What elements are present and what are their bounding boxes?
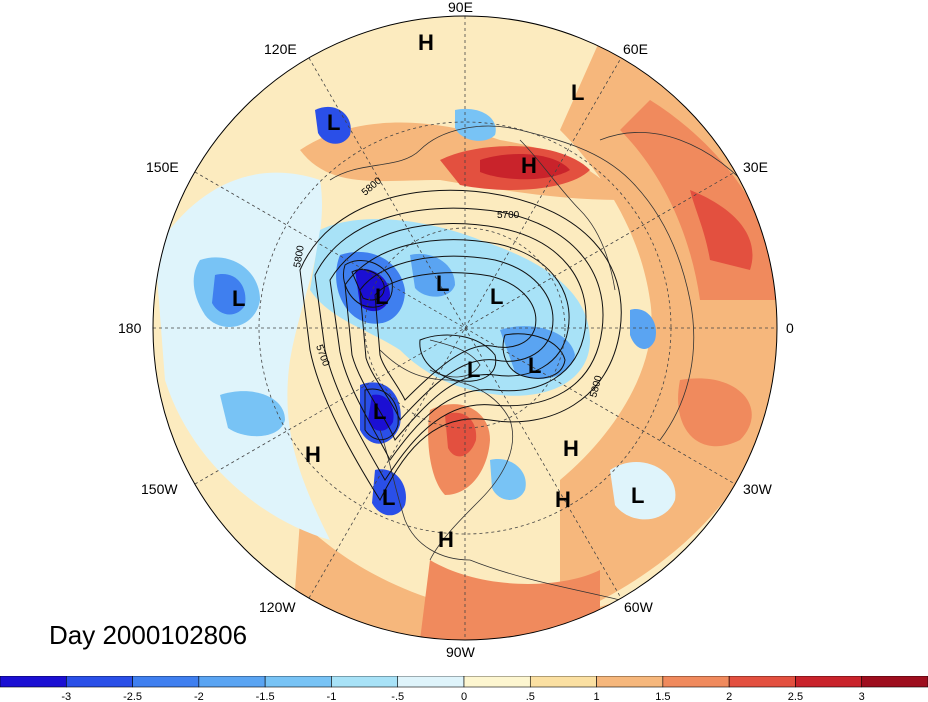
map-border <box>152 15 778 641</box>
colorbar-box <box>331 676 399 688</box>
pressure-center-low: L <box>631 483 644 508</box>
colorbar-tick-label: -3 <box>61 691 71 702</box>
day-title: Day 2000102806 <box>49 620 248 650</box>
colorbar-tick-label: 1.5 <box>655 691 670 702</box>
colorbar-box <box>795 676 863 688</box>
colorbar-box <box>596 676 664 688</box>
longitude-labels: 90E 120E 60E 150E 30E 180 0 150W 30W 120… <box>118 0 794 660</box>
colorbar-box <box>132 676 200 688</box>
colorbar-tick-label: -2 <box>194 691 204 702</box>
colorbar-box <box>529 676 597 688</box>
colorbar: -3 -2.5 -2 -1.5 -1 -.5 0 .5 1 1.5 2 2.5 3 <box>0 676 928 702</box>
lon-label-90e: 90E <box>448 0 473 15</box>
lon-label-30e: 30E <box>743 159 768 175</box>
pressure-center-low: L <box>327 110 340 135</box>
lon-label-120e: 120E <box>264 41 297 57</box>
pressure-center-high: H <box>521 153 537 178</box>
pressure-center-low: L <box>382 485 395 510</box>
pressure-center-high: H <box>555 487 571 512</box>
pressure-center-low: L <box>373 399 386 424</box>
colorbar-box <box>662 676 730 688</box>
colorbar-tick-label: -1 <box>327 691 337 702</box>
colorbar-tick-label: -1.5 <box>256 691 275 702</box>
anomaly-field <box>153 16 777 640</box>
colorbar-box <box>728 676 796 688</box>
colorbar-tick-label: 1 <box>594 691 600 702</box>
pressure-center-low: L <box>528 353 541 378</box>
lon-label-60w: 60W <box>624 599 654 615</box>
pressure-center-high: H <box>563 436 579 461</box>
colorbar-tick-label: 2.5 <box>788 691 803 702</box>
lon-label-90w: 90W <box>446 644 476 660</box>
colorbar-box <box>397 676 465 688</box>
pressure-center-low: L <box>436 271 449 296</box>
colorbar-box <box>463 676 531 688</box>
pressure-center-high: H <box>438 527 454 552</box>
colorbar-tick-label: .5 <box>526 691 535 702</box>
colorbar-tick-label: 0 <box>461 691 467 702</box>
colorbar-boxes <box>0 676 928 688</box>
colorbar-box <box>264 676 332 688</box>
lon-label-120w: 120W <box>259 599 296 615</box>
pressure-center-low: L <box>571 80 584 105</box>
pressure-centers: H L L H L L L L L L L H H H L H L L <box>232 30 644 552</box>
colorbar-box <box>0 676 67 688</box>
polar-map: 90E 120E 60E 150E 30E 180 0 150W 30W 120… <box>118 0 794 660</box>
colorbar-box <box>198 676 266 688</box>
pressure-center-low: L <box>490 284 503 309</box>
pressure-center-low: L <box>467 357 480 382</box>
pressure-center-low: L <box>232 286 245 311</box>
graticule <box>153 16 777 640</box>
lon-label-150w: 150W <box>141 481 178 497</box>
colorbar-tick-label: -.5 <box>391 691 404 702</box>
lon-label-0: 0 <box>786 320 794 336</box>
colorbar-box <box>65 676 133 688</box>
colorbar-box <box>861 676 928 688</box>
pressure-center-high: H <box>418 30 434 55</box>
contour-label: 5700 <box>497 210 520 221</box>
colorbar-tick-labels: -3 -2.5 -2 -1.5 -1 -.5 0 .5 1 1.5 2 2.5 3 <box>61 691 864 702</box>
lon-label-30w: 30W <box>743 481 773 497</box>
colorbar-tick-label: -2.5 <box>123 691 142 702</box>
colorbar-tick-label: 2 <box>726 691 732 702</box>
lon-label-60e: 60E <box>623 41 648 57</box>
colorbar-tick-label: 3 <box>859 691 865 702</box>
pressure-center-low: L <box>375 284 388 309</box>
lon-label-150e: 150E <box>146 159 179 175</box>
lon-label-180: 180 <box>118 320 142 336</box>
pressure-center-high: H <box>305 442 321 467</box>
contour-label: 5800 <box>292 244 307 268</box>
